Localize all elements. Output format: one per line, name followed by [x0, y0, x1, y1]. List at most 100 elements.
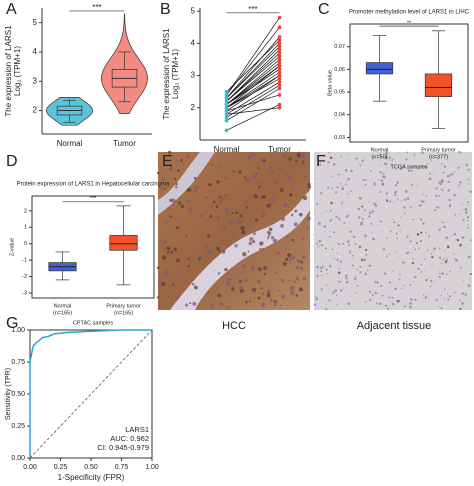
- nucleus: [404, 305, 407, 308]
- nucleus: [442, 221, 444, 224]
- nucleus: [342, 287, 344, 289]
- pair-line: [226, 72, 280, 109]
- nucleus: [459, 266, 462, 269]
- y-tick-label: 2: [33, 106, 38, 115]
- x-axis-label: TCGA samples: [391, 164, 428, 170]
- nucleus: [441, 272, 444, 275]
- nucleus: [243, 176, 246, 179]
- y-axis-label: Z-value: [9, 238, 15, 256]
- nucleus: [328, 235, 331, 238]
- nucleus: [283, 261, 287, 266]
- pair-line: [226, 52, 280, 102]
- annotation: LARS1: [125, 425, 149, 434]
- nucleus: [198, 257, 202, 261]
- nucleus: [435, 299, 438, 302]
- nucleus: [456, 238, 460, 242]
- nucleus: [222, 226, 227, 232]
- nucleus: [273, 302, 277, 306]
- nucleus: [281, 217, 286, 222]
- nucleus: [435, 194, 438, 197]
- nucleus: [435, 187, 438, 190]
- nucleus: [374, 280, 377, 284]
- nucleus: [369, 290, 372, 293]
- y-tick-label: -2: [22, 274, 27, 280]
- significance-label: ***: [92, 3, 101, 12]
- nucleus: [270, 170, 274, 174]
- nucleus: [430, 159, 432, 161]
- nucleus: [420, 271, 423, 273]
- nucleus: [392, 263, 394, 265]
- nucleus: [413, 280, 415, 283]
- nucleus: [158, 280, 163, 285]
- nucleus: [391, 160, 393, 162]
- nucleus: [330, 201, 333, 205]
- nucleus: [462, 219, 465, 222]
- nucleus: [316, 274, 319, 278]
- nucleus: [187, 265, 191, 268]
- nucleus: [410, 298, 413, 301]
- nucleus: [301, 154, 306, 158]
- nucleus: [314, 177, 316, 179]
- nucleus: [366, 269, 369, 272]
- nucleus: [199, 214, 204, 218]
- y-tick-label: 3: [191, 71, 196, 80]
- nucleus: [447, 298, 450, 301]
- nucleus: [443, 225, 446, 229]
- nucleus: [432, 281, 435, 283]
- nucleus: [440, 163, 443, 165]
- nucleus: [335, 294, 338, 297]
- nucleus: [446, 256, 448, 258]
- nucleus: [180, 204, 185, 209]
- y-tick-label: 2: [191, 103, 196, 112]
- nucleus: [382, 248, 386, 251]
- nucleus: [433, 208, 437, 212]
- nucleus: [439, 182, 443, 186]
- nucleus: [325, 268, 328, 271]
- nucleus: [239, 285, 244, 291]
- point: [277, 38, 282, 42]
- nucleus: [280, 223, 284, 228]
- point: [277, 60, 282, 65]
- nucleus: [381, 294, 384, 297]
- nucleus: [175, 182, 178, 186]
- nucleus: [411, 252, 413, 254]
- nucleus: [175, 165, 178, 167]
- nucleus: [451, 173, 454, 176]
- nucleus: [237, 219, 242, 225]
- nucleus: [299, 260, 302, 263]
- nucleus: [302, 160, 305, 162]
- nucleus: [263, 195, 266, 199]
- nucleus: [294, 159, 298, 162]
- nucleus: [284, 257, 289, 261]
- point: [277, 57, 282, 62]
- panel-letter: B: [160, 1, 171, 18]
- nucleus: [345, 215, 349, 218]
- nucleus: [419, 240, 422, 243]
- nucleus: [261, 302, 266, 307]
- nucleus: [453, 253, 455, 255]
- nucleus: [359, 271, 362, 274]
- nucleus: [166, 207, 170, 211]
- y-tick-label: -1: [22, 258, 27, 264]
- nucleus: [293, 280, 296, 284]
- nucleus: [411, 257, 414, 260]
- nucleus: [241, 230, 246, 234]
- x-tick-label: 0.75: [115, 464, 129, 471]
- nucleus: [361, 205, 364, 208]
- nucleus: [159, 239, 162, 242]
- nucleus: [467, 227, 470, 229]
- significance-label: **: [407, 21, 412, 27]
- nucleus: [340, 155, 343, 158]
- nucleus: [381, 183, 384, 186]
- nucleus: [454, 213, 457, 216]
- nucleus: [189, 302, 192, 305]
- x-tick-sublabel: (n=165): [114, 310, 133, 316]
- nucleus: [433, 173, 435, 175]
- nucleus: [320, 270, 323, 273]
- y-tick-label: -3: [22, 291, 27, 297]
- nucleus: [393, 221, 396, 223]
- y-tick-label: 5: [33, 18, 38, 27]
- nucleus: [175, 295, 180, 299]
- nucleus: [322, 265, 324, 267]
- nucleus: [320, 288, 323, 291]
